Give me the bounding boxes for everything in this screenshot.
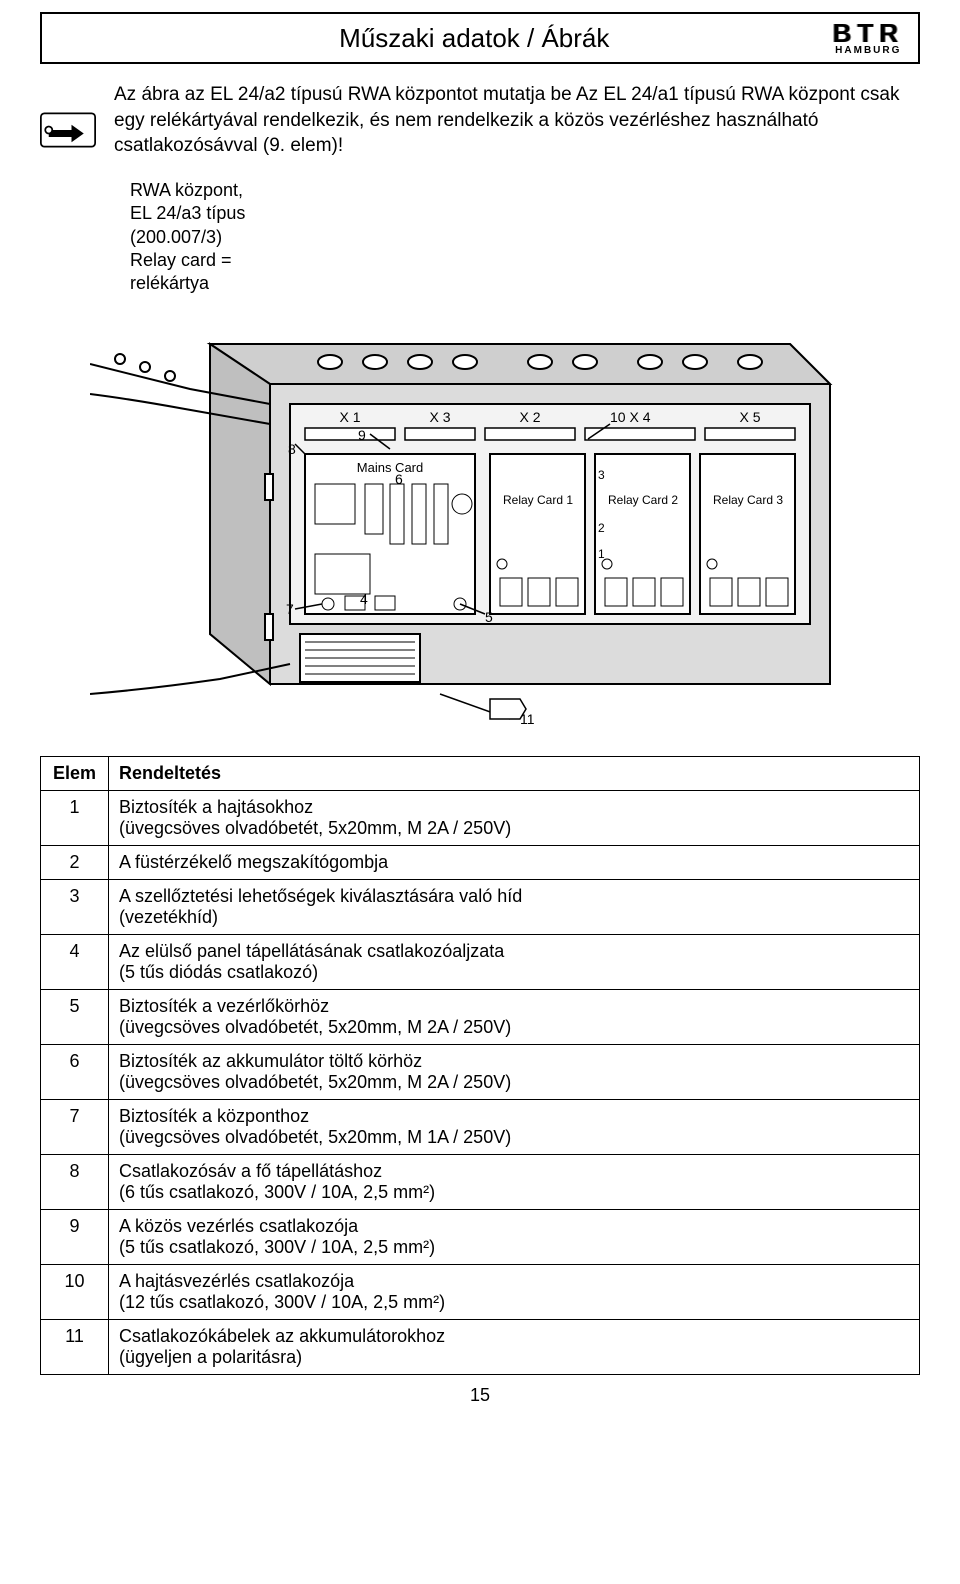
slot-label-x1: X 1 — [339, 409, 360, 425]
row-desc: A füstérzékelő megszakítógombja — [109, 845, 920, 879]
slot-label-x2: X 2 — [519, 409, 540, 425]
table-row: 1Biztosíték a hajtásokhoz (üvegcsöves ol… — [41, 790, 920, 845]
page-title: Műszaki adatok / Ábrák — [116, 23, 833, 54]
brand-city: HAMBURG — [833, 46, 904, 56]
pointing-hand-icon — [40, 82, 96, 148]
table-row: 11Csatlakozókábelek az akkumulátorokhoz … — [41, 1319, 920, 1374]
svg-text:10: 10 — [610, 409, 626, 425]
row-number: 9 — [41, 1209, 109, 1264]
table-row: 4Az elülső panel tápellátásának csatlako… — [41, 934, 920, 989]
rwa-diagram: X 1 X 3 X 2 X 4 X 5 Mains Card — [90, 304, 870, 734]
svg-text:4: 4 — [360, 591, 368, 607]
row-desc: Csatlakozósáv a fő tápellátáshoz (6 tűs … — [109, 1154, 920, 1209]
page-number: 15 — [40, 1385, 920, 1406]
svg-text:7: 7 — [286, 601, 294, 617]
row-number: 6 — [41, 1044, 109, 1099]
row-number: 10 — [41, 1264, 109, 1319]
row-number: 11 — [41, 1319, 109, 1374]
mains-card-label: Mains Card — [357, 460, 423, 475]
row-desc: Biztosíték a hajtásokhoz (üvegcsöves olv… — [109, 790, 920, 845]
col-header-elem: Elem — [41, 756, 109, 790]
row-number: 2 — [41, 845, 109, 879]
slot-label-x3: X 3 — [429, 409, 450, 425]
col-header-desc: Rendeltetés — [109, 756, 920, 790]
svg-text:8: 8 — [288, 441, 296, 457]
row-desc: Biztosíték a központhoz (üvegcsöves olva… — [109, 1099, 920, 1154]
row-desc: Az elülső panel tápellátásának csatlakoz… — [109, 934, 920, 989]
svg-text:6: 6 — [395, 471, 403, 487]
slot-label-x5: X 5 — [739, 409, 760, 425]
spec-table: Elem Rendeltetés 1Biztosíték a hajtásokh… — [40, 756, 920, 1375]
row-number: 8 — [41, 1154, 109, 1209]
svg-text:9: 9 — [358, 427, 366, 443]
row-number: 5 — [41, 989, 109, 1044]
row-desc: A közös vezérlés csatlakozója (5 tűs csa… — [109, 1209, 920, 1264]
row-number: 1 — [41, 790, 109, 845]
page-header: Műszaki adatok / Ábrák BTR HAMBURG — [40, 12, 920, 64]
row-desc: A hajtásvezérlés csatlakozója (12 tűs cs… — [109, 1264, 920, 1319]
row-desc: Biztosíték a vezérlőkörhöz (üvegcsöves o… — [109, 989, 920, 1044]
row-desc: Csatlakozókábelek az akkumulátorokhoz (ü… — [109, 1319, 920, 1374]
brand-block: BTR HAMBURG — [833, 20, 904, 56]
table-row: 7Biztosíték a központhoz (üvegcsöves olv… — [41, 1099, 920, 1154]
svg-text:1: 1 — [598, 547, 605, 561]
row-desc: A szellőztetési lehetőségek kiválasztásá… — [109, 879, 920, 934]
svg-text:5: 5 — [485, 609, 493, 625]
svg-text:3: 3 — [598, 468, 605, 482]
figure-caption: RWA központ, EL 24/a3 típus (200.007/3) … — [40, 179, 920, 296]
relay-card-2-label: Relay Card 2 — [608, 493, 678, 507]
table-row: 9A közös vezérlés csatlakozója (5 tűs cs… — [41, 1209, 920, 1264]
svg-text:2: 2 — [598, 521, 605, 535]
table-row: 10A hajtásvezérlés csatlakozója (12 tűs … — [41, 1264, 920, 1319]
note-row: Az ábra az EL 24/a2 típusú RWA központot… — [40, 82, 920, 159]
table-row: 5Biztosíték a vezérlőkörhöz (üvegcsöves … — [41, 989, 920, 1044]
brand-name: BTR — [833, 20, 904, 46]
page: Műszaki adatok / Ábrák BTR HAMBURG Az áb… — [0, 0, 960, 1426]
table-row: 6Biztosíték az akkumulátor töltő körhöz … — [41, 1044, 920, 1099]
row-number: 7 — [41, 1099, 109, 1154]
row-desc: Biztosíték az akkumulátor töltő körhöz (… — [109, 1044, 920, 1099]
note-text: Az ábra az EL 24/a2 típusú RWA központot… — [114, 82, 920, 159]
row-number: 3 — [41, 879, 109, 934]
relay-card-1-label: Relay Card 1 — [503, 493, 573, 507]
relay-card-3-label: Relay Card 3 — [713, 493, 783, 507]
slot-label-x4: X 4 — [629, 409, 650, 425]
table-row: 3A szellőztetési lehetőségek kiválasztás… — [41, 879, 920, 934]
table-row: 2A füstérzékelő megszakítógombja — [41, 845, 920, 879]
row-number: 4 — [41, 934, 109, 989]
table-row: 8Csatlakozósáv a fő tápellátáshoz (6 tűs… — [41, 1154, 920, 1209]
